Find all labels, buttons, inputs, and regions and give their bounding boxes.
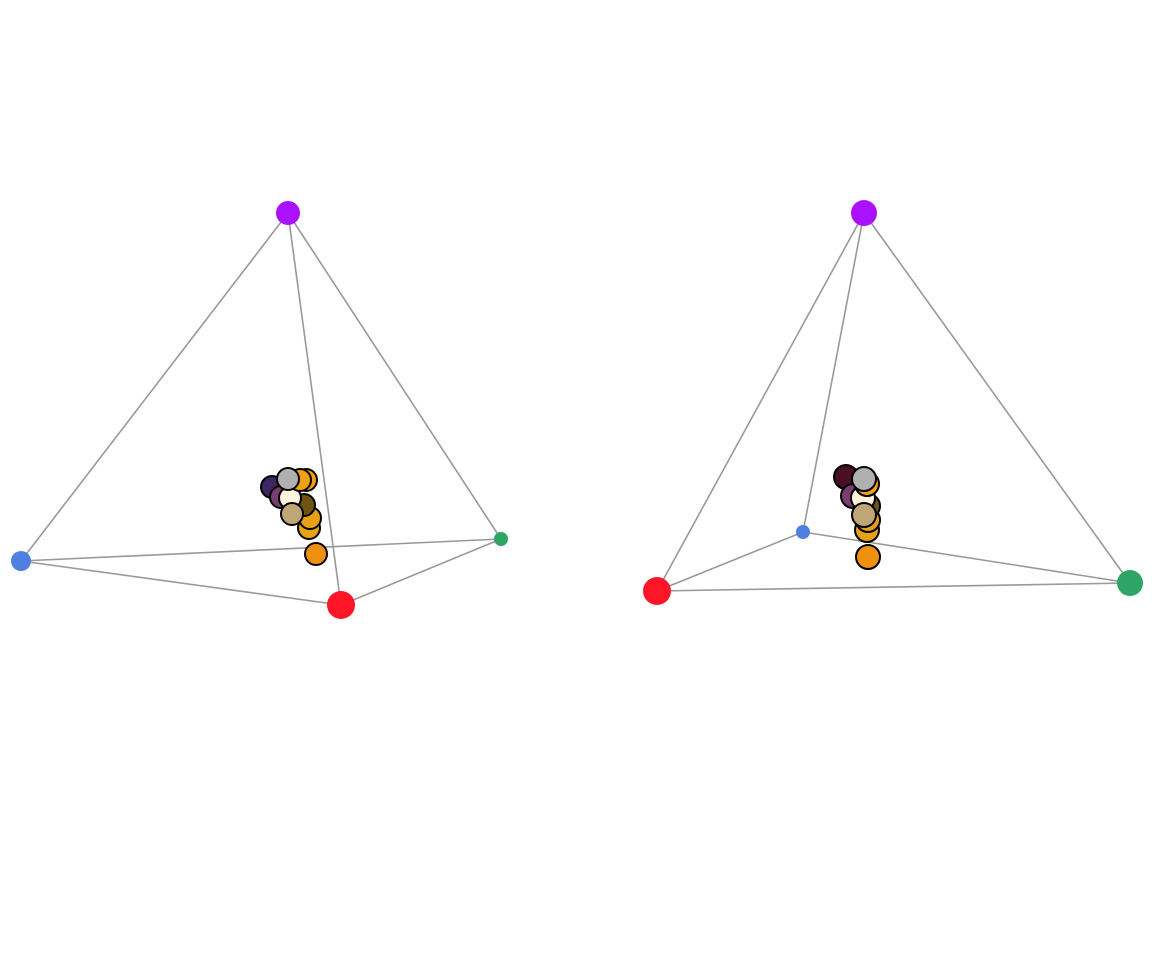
edge-top-right <box>287 212 502 540</box>
edge-left-back <box>656 531 804 592</box>
vertex-back <box>796 525 810 539</box>
sample-point <box>280 502 304 526</box>
sample-point <box>851 502 877 528</box>
sample-point <box>855 544 881 570</box>
edge-left-right <box>20 538 502 562</box>
tetrahedron-left <box>11 201 508 619</box>
edge-top-back <box>802 212 865 533</box>
edge-front-right <box>340 538 502 606</box>
edge-back-right <box>802 531 1131 584</box>
vertex-top <box>851 200 877 226</box>
sample-point <box>304 542 328 566</box>
edge-left-front <box>20 560 342 606</box>
vertex-left <box>643 577 671 605</box>
edge-top-front <box>287 212 342 606</box>
edge-left-right <box>656 582 1131 592</box>
vertex-left <box>11 551 31 571</box>
vertex-right <box>494 532 508 546</box>
vertex-right <box>1117 570 1143 596</box>
sample-point <box>851 466 877 492</box>
tetrahedron-right <box>643 200 1143 605</box>
edge-top-left <box>20 212 289 562</box>
vertex-front <box>327 591 355 619</box>
edge-top-right <box>863 212 1131 584</box>
vertex-top <box>276 201 300 225</box>
sample-point <box>276 467 300 491</box>
edge-top-left <box>656 212 865 592</box>
